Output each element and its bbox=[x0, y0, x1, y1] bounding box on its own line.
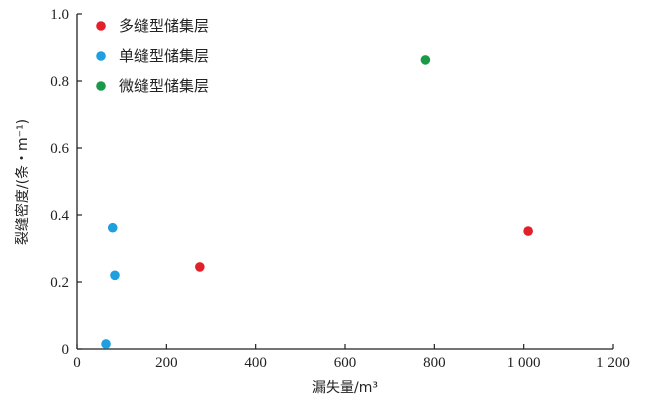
x-tick-label: 600 bbox=[334, 355, 357, 371]
legend-label: 多缝型储集层 bbox=[119, 17, 209, 35]
data-points bbox=[101, 55, 533, 349]
data-point-series-1 bbox=[195, 262, 205, 272]
data-point-series-2 bbox=[101, 339, 111, 349]
y-tick-label: 0.6 bbox=[50, 141, 69, 157]
x-axis-ticks: 0 200 400 600 800 1 000 1 200 bbox=[73, 344, 630, 371]
y-axis-ticks: 0 0.2 0.4 0.6 0.8 1.0 bbox=[50, 7, 82, 358]
y-tick-label: 0 bbox=[62, 342, 70, 358]
legend-marker bbox=[96, 81, 106, 91]
legend-marker bbox=[96, 21, 106, 31]
x-tick-label: 200 bbox=[155, 355, 178, 371]
y-tick-label: 0.4 bbox=[50, 208, 69, 224]
y-tick-label: 1.0 bbox=[50, 7, 69, 23]
y-tick-label: 0.8 bbox=[50, 74, 69, 90]
y-axis-title: 裂缝密度/(条・m⁻¹) bbox=[14, 119, 31, 245]
data-point-series-1 bbox=[523, 226, 533, 236]
x-tick-label: 1 000 bbox=[507, 355, 541, 371]
legend-label: 单缝型储集层 bbox=[119, 47, 209, 65]
legend-marker bbox=[96, 51, 106, 61]
data-point-series-2 bbox=[110, 270, 120, 281]
data-point-series-3 bbox=[420, 55, 431, 65]
data-point-series-2 bbox=[107, 222, 118, 233]
x-tick-label: 0 bbox=[73, 355, 81, 371]
x-axis-title: 漏失量/m³ bbox=[312, 380, 378, 396]
x-tick-label: 400 bbox=[244, 355, 267, 371]
y-tick-label: 0.2 bbox=[50, 275, 69, 291]
legend-label: 微缝型储集层 bbox=[119, 77, 209, 95]
x-tick-label: 1 200 bbox=[596, 355, 630, 371]
x-tick-label: 800 bbox=[423, 355, 446, 371]
